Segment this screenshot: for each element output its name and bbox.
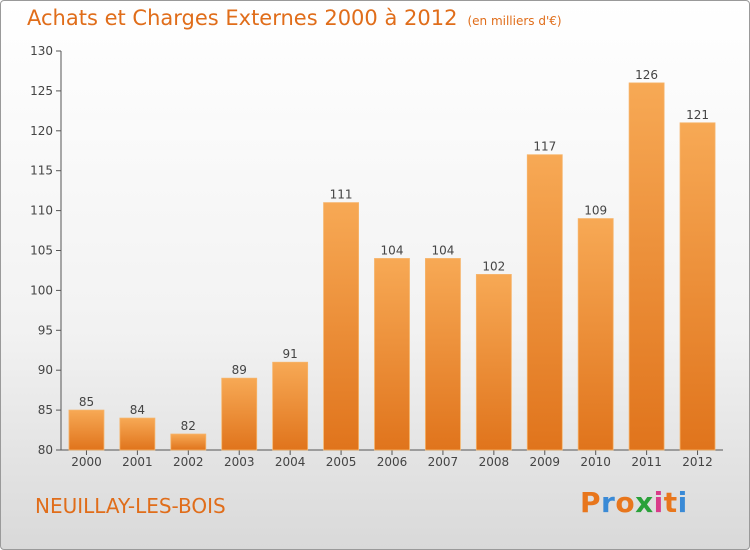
y-tick-label: 80 [38, 443, 53, 457]
y-tick-label: 105 [30, 244, 53, 258]
data-label-2002: 82 [181, 419, 196, 433]
data-label-2001: 84 [130, 403, 145, 417]
data-label-2003: 89 [232, 363, 247, 377]
bar-2002 [170, 433, 207, 451]
logo-letter: i [653, 486, 664, 519]
data-label-2008: 102 [482, 259, 505, 273]
bar-2003 [221, 377, 258, 451]
x-tick-label: 2009 [529, 455, 560, 469]
y-tick-label: 85 [38, 403, 53, 417]
x-tick-label: 2003 [224, 455, 255, 469]
x-tick-label: 2001 [122, 455, 153, 469]
x-tick-label: 2000 [71, 455, 102, 469]
bar-2009 [526, 154, 563, 451]
chart-title: Achats et Charges Externes 2000 à 2012 (e… [27, 6, 562, 30]
chart-title-text: Achats et Charges Externes 2000 à 2012 [27, 6, 458, 30]
bar-2006 [374, 258, 410, 451]
x-tick-label: 2002 [173, 455, 204, 469]
x-tick-label: 2007 [428, 455, 459, 469]
y-tick-label: 120 [30, 124, 53, 138]
y-tick-label: 100 [30, 283, 53, 297]
data-label-2010: 109 [584, 204, 607, 218]
logo-letter: P [580, 486, 602, 519]
logo-letter: t [663, 486, 678, 519]
x-tick-label: 2008 [479, 455, 510, 469]
bars: 85 84 82 89 91 111 104 104 102 117 109 126 121 [68, 68, 716, 451]
x-tick-label: 2012 [682, 455, 713, 469]
y-axis: 80 85 90 95 100 105 110 115 120 125 130 [30, 44, 62, 457]
city-name: NEUILLAY-LES-BOIS [35, 494, 226, 518]
bar-2007 [425, 258, 461, 451]
data-label-2005: 111 [330, 188, 353, 202]
data-label-2012: 121 [686, 108, 709, 122]
y-tick-label: 90 [38, 363, 53, 377]
y-tick-label: 95 [38, 323, 53, 337]
bar-2011 [628, 82, 665, 451]
chart-subtitle: (en milliers d'€) [467, 14, 562, 28]
y-tick-label: 110 [30, 204, 53, 218]
bar-2000 [68, 409, 105, 451]
bar-2004 [272, 361, 309, 451]
data-label-2009: 117 [533, 140, 556, 154]
y-tick-label: 115 [30, 164, 53, 178]
data-label-2011: 126 [635, 68, 658, 82]
bar-2010 [577, 218, 614, 451]
data-label-2007: 104 [431, 243, 454, 257]
data-label-2000: 85 [79, 395, 94, 409]
x-tick-label: 2004 [275, 455, 306, 469]
x-tick-label: 2006 [377, 455, 408, 469]
logo-letter: i [677, 486, 688, 519]
x-axis: 2000 2001 2002 2003 2004 2005 2006 2007 2008 2009… [61, 449, 723, 469]
y-tick-label: 130 [30, 44, 53, 58]
bar-2012 [679, 122, 716, 451]
proxiti-logo: Proxiti [580, 486, 688, 519]
bar-2008 [475, 274, 512, 451]
logo-letter: o [615, 486, 636, 519]
x-tick-label: 2010 [580, 455, 611, 469]
data-label-2004: 91 [283, 347, 298, 361]
bar-2005 [323, 202, 359, 451]
logo-letter: r [601, 486, 616, 519]
data-label-2006: 104 [381, 243, 404, 257]
x-tick-label: 2005 [326, 455, 357, 469]
y-tick-label: 125 [30, 84, 53, 98]
bar-2001 [119, 417, 156, 451]
logo-letter: x [635, 486, 654, 519]
x-tick-label: 2011 [631, 455, 662, 469]
